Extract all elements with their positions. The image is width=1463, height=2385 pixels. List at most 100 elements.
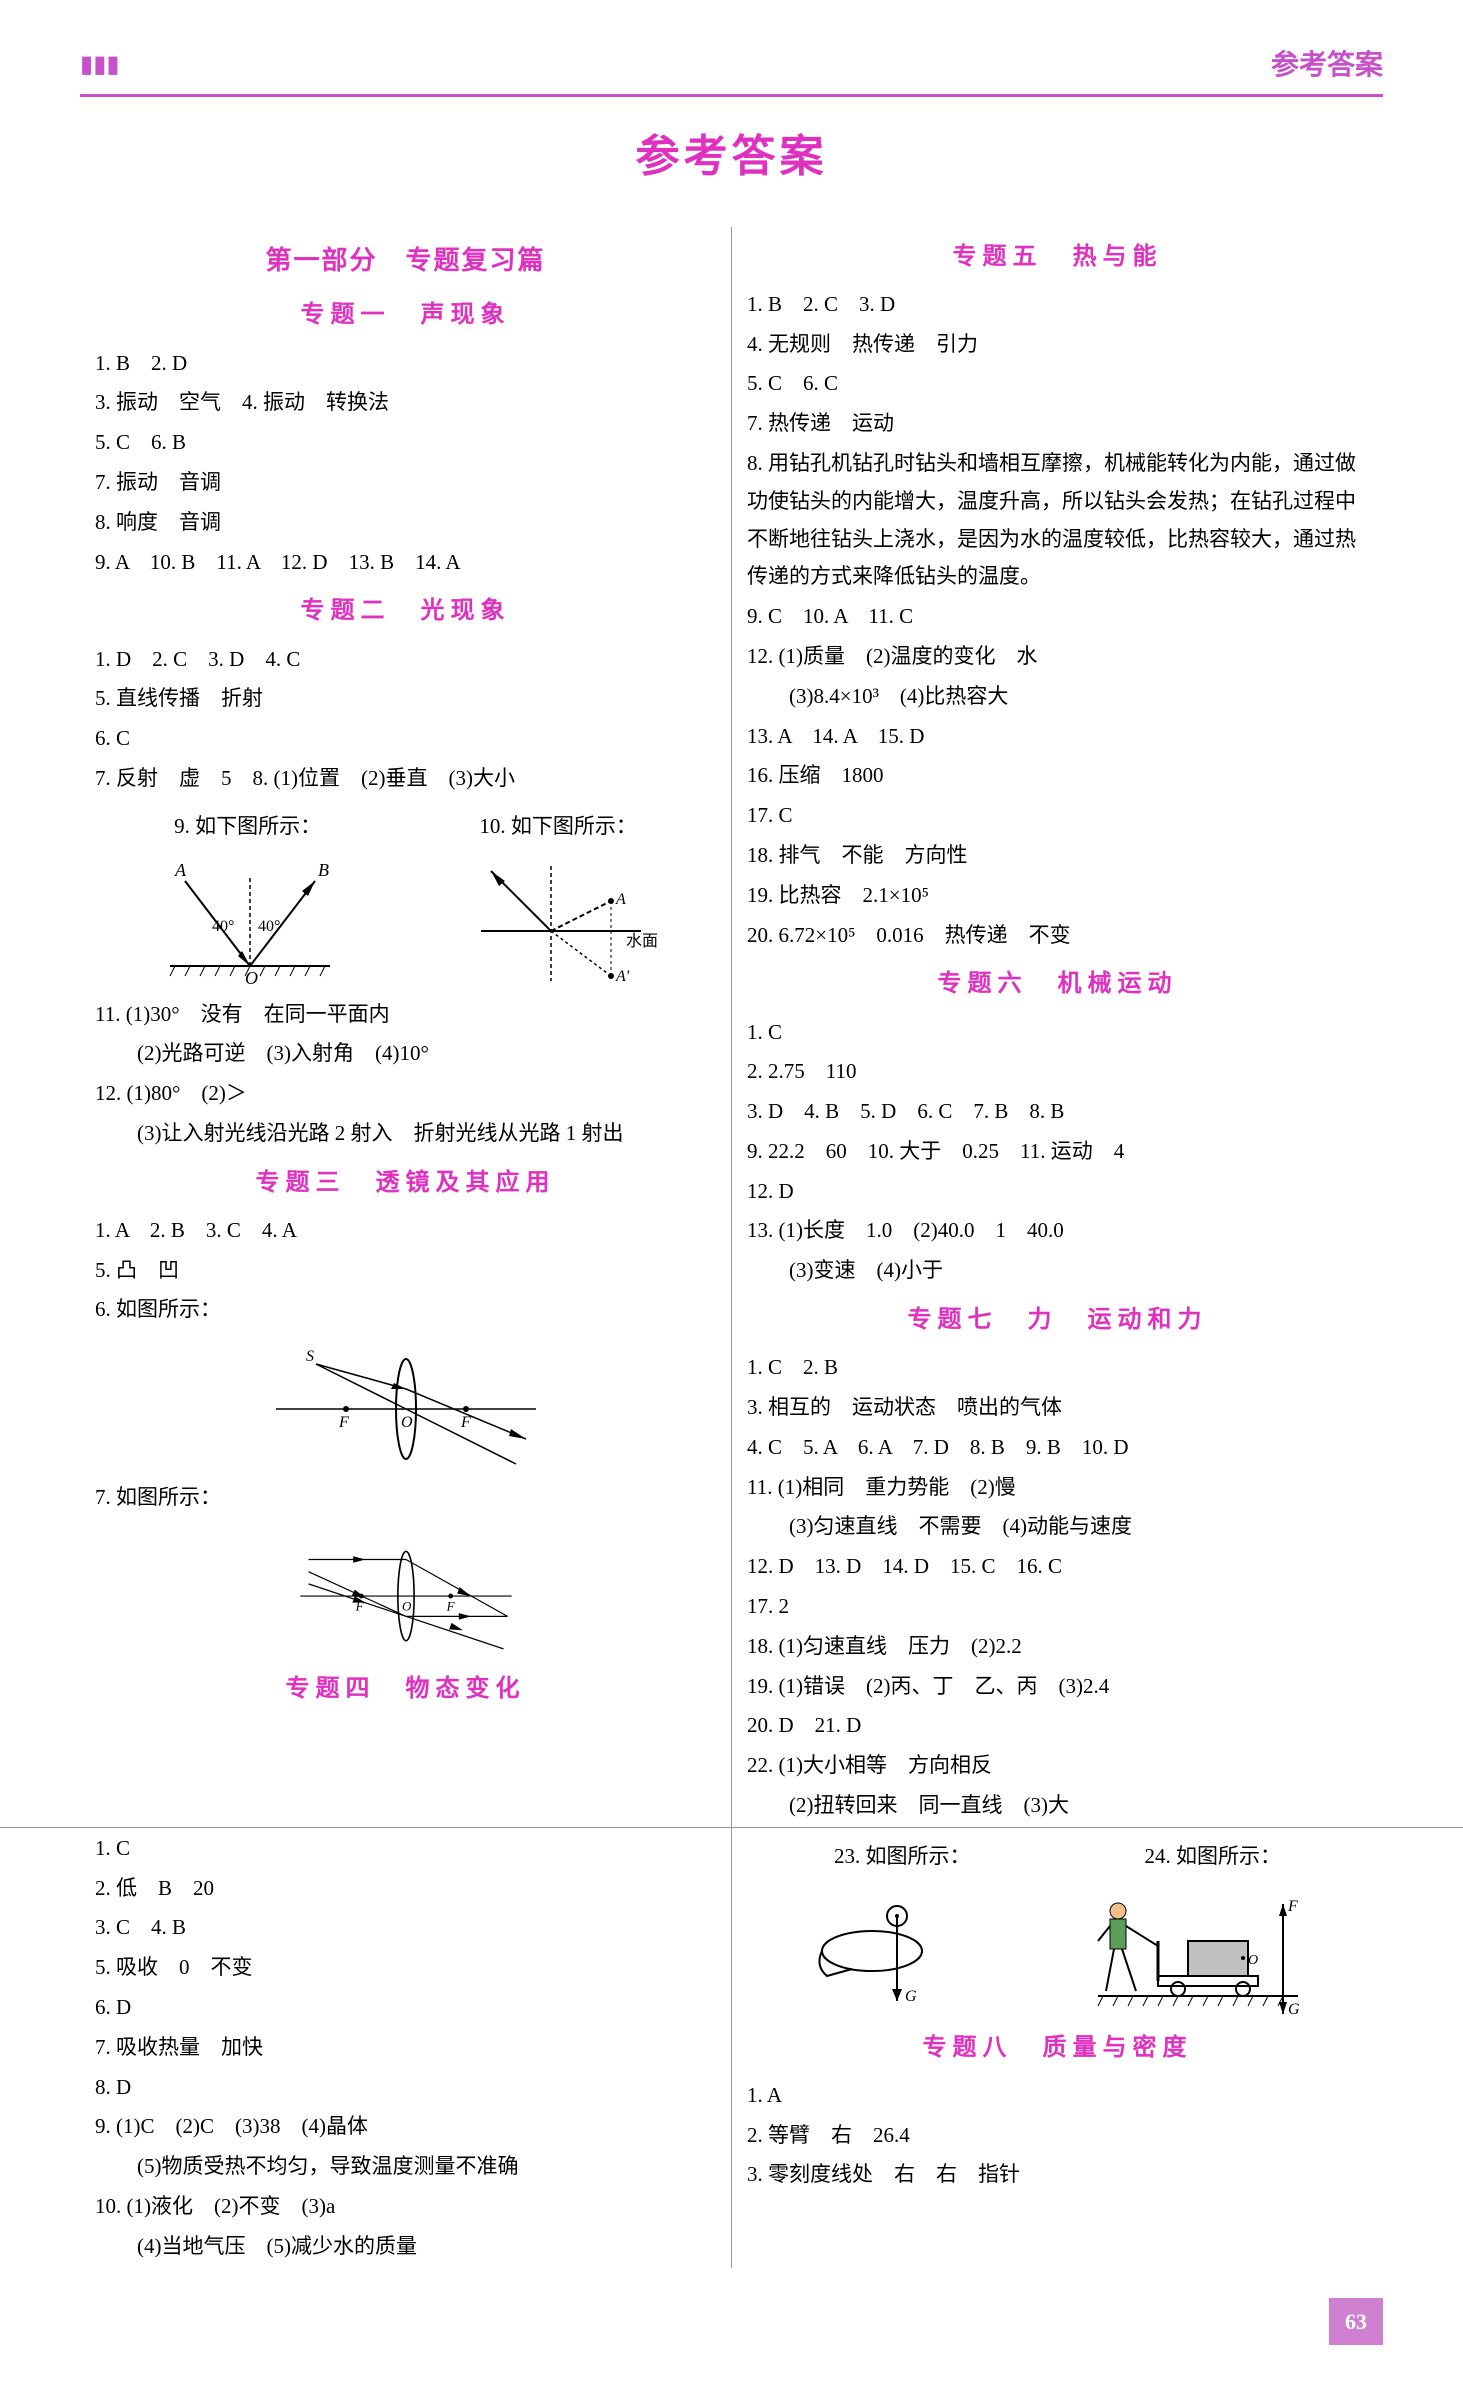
content-columns: 第一部分 专题复习篇 专题一 声现象 1. B 2. D 3. 振动 空气 4.… xyxy=(80,227,1383,1827)
topic8-title: 专题八 质量与密度 xyxy=(747,2026,1368,2069)
answer-line: (2)光路可逆 (3)入射角 (4)10° xyxy=(95,1035,716,1073)
fig-label: 10. 如下图所示： xyxy=(479,808,637,846)
diagram-row: 9. 如下图所示： 10. 如下图所示： xyxy=(95,808,716,846)
answer-line: 9. C 10. A 11. C xyxy=(747,598,1368,636)
part1-title: 第一部分 专题复习篇 xyxy=(95,237,716,284)
answer-line: 1. A 2. B 3. C 4. A xyxy=(95,1212,716,1250)
answer-line: 2. 2.75 110 xyxy=(747,1053,1368,1091)
answer-line: (3)变速 (4)小于 xyxy=(747,1252,1368,1290)
svg-text:O: O xyxy=(401,1414,413,1431)
answer-line: (2)扭转回来 同一直线 (3)大 xyxy=(747,1787,1368,1825)
svg-text:A: A xyxy=(174,860,187,880)
answer-line: 7. 如图所示： xyxy=(95,1479,716,1517)
answer-line: 1. C xyxy=(747,1014,1368,1052)
fig-label: 24. 如图所示： xyxy=(1145,1838,1282,1876)
answer-line: 4. 无规则 热传递 引力 xyxy=(747,326,1368,364)
content-columns-2: 1. C 2. 低 B 20 3. C 4. B 5. 吸收 0 不变 6. D… xyxy=(80,1828,1383,2268)
answer-line: (5)物质受热不均匀，导致温度测量不准确 xyxy=(95,2148,716,2186)
svg-text:O: O xyxy=(245,968,258,986)
answer-line: 4. C 5. A 6. A 7. D 8. B 9. B 10. D xyxy=(747,1429,1368,1467)
answer-line: 3. 零刻度线处 右 右 指针 xyxy=(747,2156,1368,2194)
answer-line: 7. 吸收热量 加快 xyxy=(95,2029,716,2067)
svg-text:F: F xyxy=(1287,1898,1298,1915)
fig-label: 9. 如下图所示： xyxy=(174,808,321,846)
answer-line: 22. (1)大小相等 方向相反 xyxy=(747,1747,1368,1785)
topic5-title: 专题五 热与能 xyxy=(747,235,1368,278)
answer-line: 12. (1)质量 (2)温度的变化 水 xyxy=(747,638,1368,676)
svg-text:O: O xyxy=(1248,1953,1258,1968)
answer-line: 3. 相互的 运动状态 喷出的气体 xyxy=(747,1389,1368,1427)
bottom-diagrams: G xyxy=(747,1886,1368,2016)
answer-line: 12. D 13. D 14. D 15. C 16. C xyxy=(747,1548,1368,1586)
refraction-diagram: A A' 水面 xyxy=(461,856,661,986)
answer-line: 10. (1)液化 (2)不变 (3)a xyxy=(95,2188,716,2226)
diagram-row: 23. 如图所示： 24. 如图所示： xyxy=(747,1838,1368,1876)
svg-text:S: S xyxy=(306,1348,314,1365)
right-column: 专题五 热与能 1. B 2. C 3. D 4. 无规则 热传递 引力 5. … xyxy=(732,227,1383,1827)
answer-line: 5. C 6. B xyxy=(95,424,716,462)
svg-text:G: G xyxy=(1288,2001,1300,2016)
answer-line: 1. C 2. B xyxy=(747,1349,1368,1387)
topic3-title: 专题三 透镜及其应用 xyxy=(95,1161,716,1204)
answer-line: 6. C xyxy=(95,720,716,758)
svg-text:O: O xyxy=(401,1599,411,1614)
svg-text:G: G xyxy=(905,1988,917,2005)
answer-line: (4)当地气压 (5)减少水的质量 xyxy=(95,2228,716,2266)
page-number: 63 xyxy=(1329,2298,1383,2346)
left-column: 第一部分 专题复习篇 专题一 声现象 1. B 2. D 3. 振动 空气 4.… xyxy=(80,227,732,1827)
answer-line: 1. D 2. C 3. D 4. C xyxy=(95,641,716,679)
answer-line: 9. 22.2 60 10. 大于 0.25 11. 运动 4 xyxy=(747,1133,1368,1171)
answer-line: 3. 振动 空气 4. 振动 转换法 xyxy=(95,384,716,422)
answer-line: 9. (1)C (2)C (3)38 (4)晶体 xyxy=(95,2108,716,2146)
answer-line: 7. 振动 音调 xyxy=(95,464,716,502)
answer-line: 8. 用钻孔机钻孔时钻头和墙相互摩擦，机械能转化为内能，通过做功使钻头的内能增大… xyxy=(747,445,1368,596)
page-number-container: 63 xyxy=(80,2298,1383,2346)
topic4-title: 专题四 物态变化 xyxy=(95,1667,716,1710)
topic6-title: 专题六 机械运动 xyxy=(747,962,1368,1005)
answer-line: 1. B 2. C 3. D xyxy=(747,286,1368,324)
svg-text:F: F xyxy=(460,1414,471,1431)
answer-line: 8. 响度 音调 xyxy=(95,504,716,542)
answer-line: (3)让入射光线沿光路 2 射入 折射光线从光路 1 射出 xyxy=(95,1115,716,1153)
svg-text:40°: 40° xyxy=(258,918,280,935)
svg-text:40°: 40° xyxy=(212,918,234,935)
svg-text:A: A xyxy=(615,891,626,908)
answer-line: (3)8.4×10³ (4)比热容大 xyxy=(747,678,1368,716)
header-bar: ▮▮▮ 参考答案 xyxy=(80,40,1383,97)
answer-line: 6. D xyxy=(95,1989,716,2027)
answer-line: 8. D xyxy=(95,2069,716,2107)
answer-line: 17. C xyxy=(747,797,1368,835)
svg-text:水面: 水面 xyxy=(626,932,658,950)
answer-line: 19. 比热容 2.1×10⁵ xyxy=(747,877,1368,915)
answer-line: 1. C xyxy=(95,1830,716,1868)
diagram-row: A B O 40° 40° A A' 水面 xyxy=(95,856,716,986)
answer-line: 1. B 2. D xyxy=(95,345,716,383)
lens-diagram-2: F O F xyxy=(266,1527,546,1657)
svg-text:A': A' xyxy=(615,968,630,985)
answer-line: 3. D 4. B 5. D 6. C 7. B 8. B xyxy=(747,1093,1368,1131)
topic1-title: 专题一 声现象 xyxy=(95,293,716,336)
answer-line: 5. 吸收 0 不变 xyxy=(95,1949,716,1987)
lens-diagram-1: S F O F xyxy=(266,1339,546,1469)
svg-text:B: B xyxy=(318,860,329,880)
answer-line: 16. 压缩 1800 xyxy=(747,757,1368,795)
answer-line: 11. (1)30° 没有 在同一平面内 xyxy=(95,996,716,1034)
answer-line: 7. 热传递 运动 xyxy=(747,405,1368,443)
main-title: 参考答案 xyxy=(80,117,1383,196)
answer-line: 5. 直线传播 折射 xyxy=(95,680,716,718)
left-column-2: 1. C 2. 低 B 20 3. C 4. B 5. 吸收 0 不变 6. D… xyxy=(80,1828,732,2268)
topic2-title: 专题二 光现象 xyxy=(95,589,716,632)
answer-line: 11. (1)相同 重力势能 (2)慢 xyxy=(747,1469,1368,1507)
answer-line: 2. 低 B 20 xyxy=(95,1870,716,1908)
fig-label: 23. 如图所示： xyxy=(834,1838,971,1876)
answer-line: 20. 6.72×10⁵ 0.016 热传递 不变 xyxy=(747,917,1368,955)
answer-line: 6. 如图所示： xyxy=(95,1291,716,1329)
answer-line: 2. 等臂 右 26.4 xyxy=(747,2117,1368,2155)
svg-text:F: F xyxy=(445,1599,455,1614)
answer-line: 5. 凸 凹 xyxy=(95,1252,716,1290)
topic7-title: 专题七 力 运动和力 xyxy=(747,1298,1368,1341)
header-right-label: 参考答案 xyxy=(1271,40,1383,90)
cart-diagram: F O G xyxy=(1088,1886,1308,2016)
answer-line: 7. 反射 虚 5 8. (1)位置 (2)垂直 (3)大小 xyxy=(95,760,716,798)
answer-line: 13. A 14. A 15. D xyxy=(747,718,1368,756)
